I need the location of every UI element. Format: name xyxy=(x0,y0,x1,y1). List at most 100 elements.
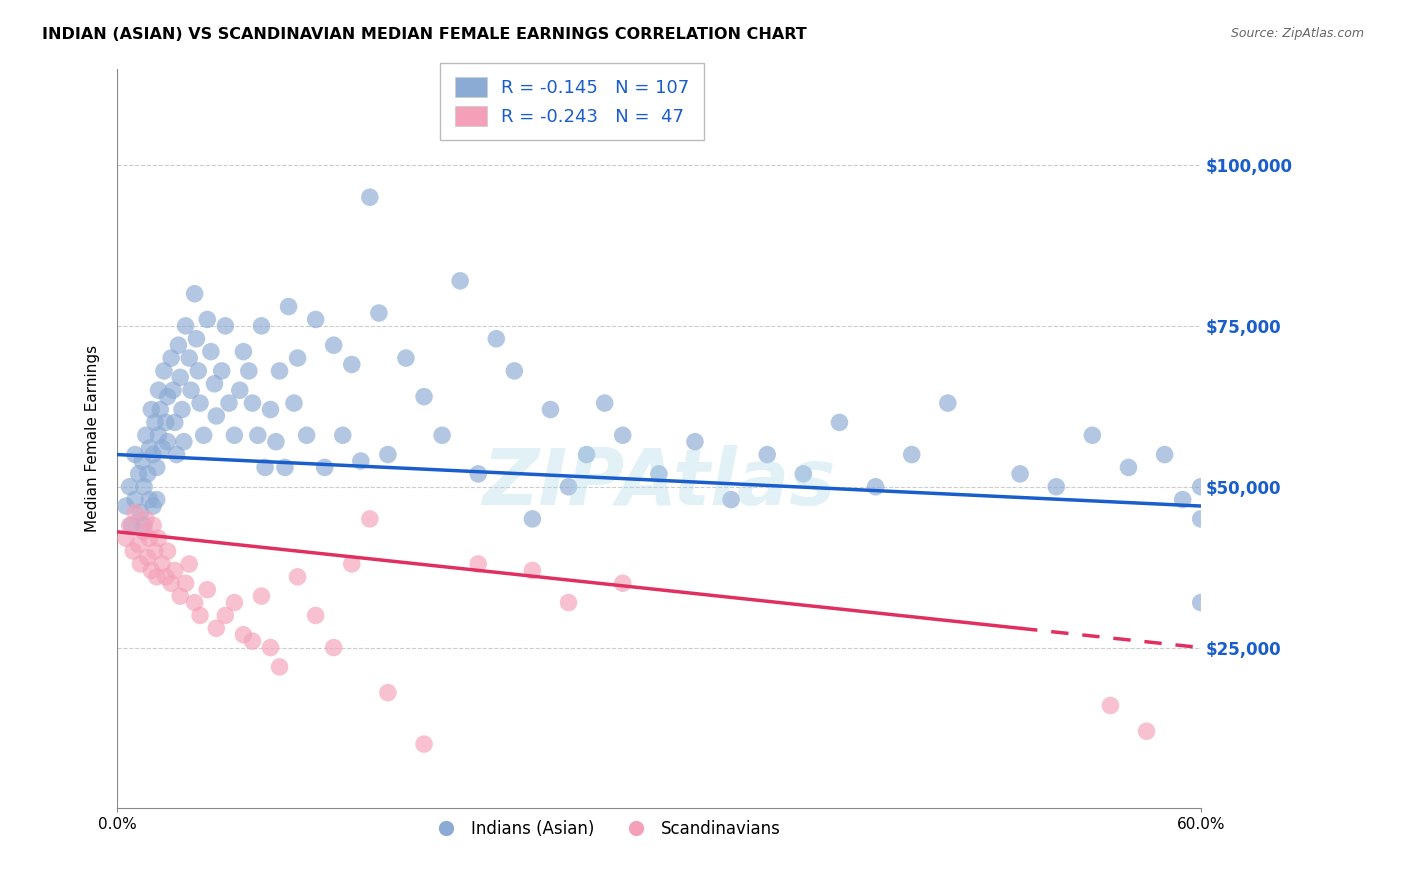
Point xyxy=(211,364,233,378)
Point xyxy=(193,428,215,442)
Point xyxy=(138,492,160,507)
Point xyxy=(340,557,363,571)
Point xyxy=(259,402,281,417)
Point xyxy=(1010,467,1032,481)
Point xyxy=(1171,492,1194,507)
Point xyxy=(1189,512,1212,526)
Point xyxy=(129,557,152,571)
Point xyxy=(232,628,254,642)
Point xyxy=(142,448,165,462)
Point xyxy=(132,480,155,494)
Point xyxy=(224,596,246,610)
Point xyxy=(118,518,141,533)
Point xyxy=(143,416,166,430)
Point xyxy=(162,383,184,397)
Point xyxy=(218,396,240,410)
Point xyxy=(274,460,297,475)
Point xyxy=(188,396,211,410)
Point xyxy=(1099,698,1122,713)
Point xyxy=(135,428,157,442)
Point xyxy=(131,454,153,468)
Point xyxy=(269,364,291,378)
Point xyxy=(250,318,273,333)
Point xyxy=(1135,724,1157,739)
Point xyxy=(143,544,166,558)
Point xyxy=(173,434,195,449)
Point xyxy=(141,402,163,417)
Point xyxy=(242,396,264,410)
Point xyxy=(205,409,228,423)
Point xyxy=(141,563,163,577)
Point xyxy=(204,376,226,391)
Point xyxy=(828,416,851,430)
Point xyxy=(174,318,197,333)
Point xyxy=(238,364,260,378)
Point xyxy=(250,589,273,603)
Point xyxy=(557,480,579,494)
Point xyxy=(1153,448,1175,462)
Point xyxy=(430,428,453,442)
Point xyxy=(179,351,201,365)
Point xyxy=(200,344,222,359)
Point xyxy=(295,428,318,442)
Point xyxy=(756,448,779,462)
Point xyxy=(485,332,508,346)
Point xyxy=(305,608,328,623)
Point xyxy=(264,434,287,449)
Point xyxy=(136,550,159,565)
Point xyxy=(229,383,252,397)
Point xyxy=(287,570,309,584)
Point xyxy=(322,338,344,352)
Point xyxy=(277,300,299,314)
Point xyxy=(187,364,209,378)
Point xyxy=(174,576,197,591)
Point xyxy=(1189,480,1212,494)
Point xyxy=(138,531,160,545)
Point xyxy=(118,480,141,494)
Point xyxy=(169,589,191,603)
Point xyxy=(205,621,228,635)
Point xyxy=(350,454,373,468)
Point xyxy=(195,312,218,326)
Point xyxy=(377,685,399,699)
Point xyxy=(214,608,236,623)
Point xyxy=(1189,596,1212,610)
Point xyxy=(122,544,145,558)
Point xyxy=(145,492,167,507)
Point xyxy=(156,544,179,558)
Point xyxy=(186,332,208,346)
Point xyxy=(522,563,544,577)
Point xyxy=(612,428,634,442)
Point xyxy=(145,570,167,584)
Point xyxy=(145,460,167,475)
Point xyxy=(148,383,170,397)
Point xyxy=(128,538,150,552)
Point xyxy=(269,660,291,674)
Point xyxy=(557,596,579,610)
Point xyxy=(214,318,236,333)
Text: Source: ZipAtlas.com: Source: ZipAtlas.com xyxy=(1230,27,1364,40)
Point xyxy=(232,344,254,359)
Point xyxy=(259,640,281,655)
Point xyxy=(150,441,173,455)
Point xyxy=(305,312,328,326)
Point xyxy=(792,467,814,481)
Point xyxy=(183,596,205,610)
Point xyxy=(136,467,159,481)
Point xyxy=(156,434,179,449)
Point xyxy=(128,467,150,481)
Point xyxy=(467,557,489,571)
Point xyxy=(169,370,191,384)
Point xyxy=(160,351,183,365)
Point xyxy=(156,390,179,404)
Point xyxy=(540,402,562,417)
Point xyxy=(150,557,173,571)
Point xyxy=(449,274,471,288)
Point xyxy=(314,460,336,475)
Point xyxy=(254,460,277,475)
Point xyxy=(153,364,176,378)
Point xyxy=(246,428,269,442)
Point xyxy=(395,351,418,365)
Point xyxy=(283,396,305,410)
Point xyxy=(170,402,193,417)
